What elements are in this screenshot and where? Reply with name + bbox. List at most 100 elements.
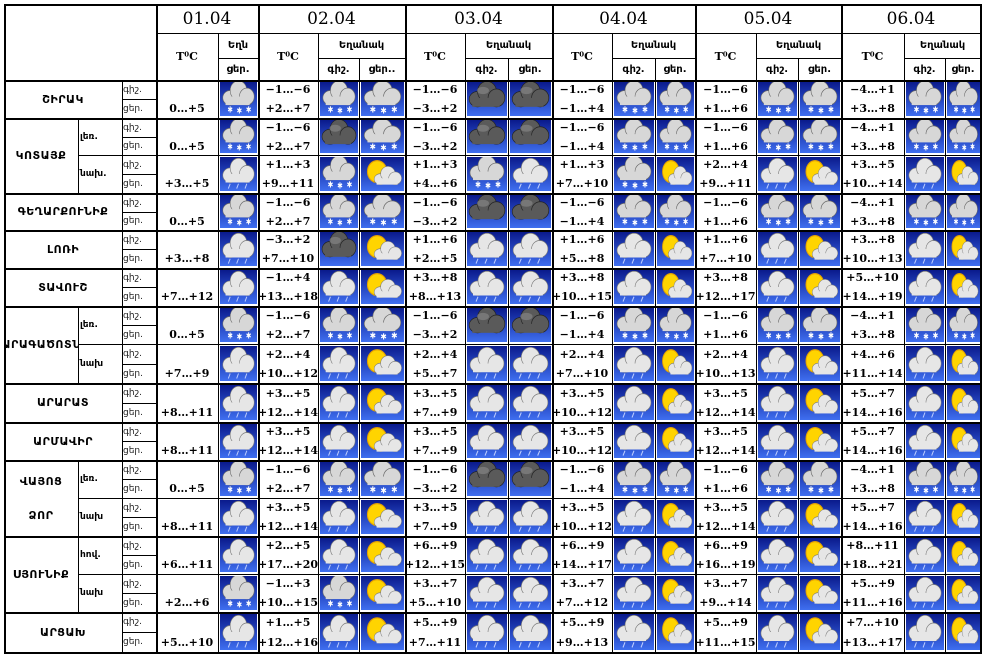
temp-day: +10…+13	[842, 252, 903, 265]
grid-line	[904, 58, 982, 59]
temp-day: +3…+8	[850, 328, 895, 341]
temp-day: +7…+9	[412, 520, 458, 533]
grid-line	[4, 193, 982, 195]
svg-text:✱: ✱	[954, 484, 959, 495]
dark-cloud-icon	[467, 195, 507, 228]
temp-day: +8…+11	[160, 520, 214, 533]
day-header: ցեր.	[518, 63, 542, 75]
svg-text:✱: ✱	[347, 599, 353, 609]
temp-night: +5…+9	[703, 615, 748, 629]
night-header: գիշ.	[913, 63, 936, 75]
grid-line	[78, 460, 79, 537]
svg-text:✱: ✱	[328, 105, 334, 115]
grid-line	[405, 4, 407, 653]
temp-night: +1…+6	[412, 233, 458, 246]
temp-day: +1…+6	[703, 482, 748, 495]
svg-text:✱: ✱	[328, 180, 334, 190]
cloud-rain-icon	[758, 157, 797, 191]
temp-day: 0…+5	[169, 214, 205, 228]
temp-night: +3…+5	[703, 501, 748, 514]
cloud-rain-icon	[758, 576, 797, 610]
svg-text:✱: ✱	[674, 143, 679, 153]
svg-text:✱: ✱	[227, 104, 233, 114]
temp-day: +12…+14	[258, 406, 318, 419]
temp-night: +5…+10	[846, 271, 899, 284]
date-header: 01.04	[182, 8, 232, 29]
svg-text:✱: ✱	[328, 331, 334, 341]
night-label: գիշ.	[123, 122, 142, 133]
grid-line	[258, 4, 260, 653]
region-name: ԳԵՂԱՐՔՈՒՆԻՔ	[17, 205, 109, 218]
grid-line	[756, 58, 842, 59]
svg-text:✱: ✱	[954, 330, 959, 341]
region-name: ԱՐԱԳԱԾՈՏՆ	[4, 338, 78, 351]
grid-line	[78, 306, 79, 384]
cloud-rain-icon	[906, 157, 944, 191]
svg-text:✱: ✱	[933, 217, 939, 227]
sun-cloud-icon	[361, 614, 404, 650]
night-label: գիշ.	[123, 426, 142, 437]
cloud-rain-icon	[614, 270, 654, 304]
night-header: գիշ.	[622, 63, 645, 75]
cloud-snow-icon: ✱ ✱ ✱	[361, 82, 404, 116]
temp-night: −1…−6	[703, 309, 748, 322]
svg-text:✱: ✱	[962, 143, 967, 153]
svg-text:✱: ✱	[642, 180, 648, 190]
svg-text:✱: ✱	[246, 142, 251, 152]
grid-line	[318, 58, 406, 59]
cloud-snow-icon: ✱ ✱ ✱	[320, 308, 358, 342]
temp-day: +14…+16	[842, 520, 903, 533]
cloud-rain-icon	[220, 232, 257, 266]
temp-night: +3…+8	[412, 271, 458, 284]
cloud-rain-icon	[320, 538, 358, 572]
grid-line	[4, 230, 982, 232]
temp-day: 0…+5	[169, 482, 205, 495]
temp-day: +3…+8	[850, 139, 895, 153]
region-name: ՏԱՎՈՒՇ	[38, 280, 88, 294]
grid-line	[78, 344, 982, 345]
sun-cloud-icon	[947, 500, 980, 534]
svg-text:✱: ✱	[962, 485, 967, 496]
temp-header: T⁰C	[424, 50, 446, 63]
svg-text:✱: ✱	[828, 142, 834, 152]
temp-day: +5…+10	[160, 635, 214, 649]
temp-header: T⁰C	[277, 50, 299, 63]
temp-day: +3…+8	[164, 252, 210, 265]
day-label: ցեր.	[123, 637, 143, 647]
grid-line	[122, 403, 157, 404]
night-header: գիշ.	[765, 63, 789, 75]
temp-day: −1…+4	[559, 102, 605, 115]
temp-night: +2…+4	[703, 158, 748, 171]
svg-text:✱: ✱	[674, 332, 680, 342]
temp-night: +7…+10	[846, 615, 899, 629]
grid-line	[122, 593, 157, 594]
temp-day: +7…+10	[555, 177, 609, 190]
subregion-label: նախ	[80, 358, 104, 369]
temp-day: −3…+2	[412, 102, 458, 115]
cloud-rain-icon	[758, 346, 797, 381]
svg-text:✱: ✱	[495, 180, 501, 190]
temp-night: +3…+8	[850, 233, 895, 246]
temp-day: +1…+6	[703, 328, 748, 341]
day-header: ցեր..	[368, 63, 396, 75]
grid-line	[612, 33, 613, 653]
sun-cloud-icon	[657, 614, 694, 650]
cloud-snow-icon: ✱ ✱ ✱	[947, 308, 980, 342]
sun-cloud-icon	[947, 538, 980, 572]
temp-day: +11…+15	[695, 635, 756, 649]
temp-night: −1…−6	[265, 196, 311, 209]
cloud-snow-icon: ✱ ✱ ✱	[657, 462, 694, 496]
svg-text:✱: ✱	[818, 332, 824, 342]
day-header: ցեր.	[226, 63, 250, 75]
grid-line	[122, 517, 157, 518]
svg-text:✱: ✱	[923, 218, 929, 228]
svg-text:✱: ✱	[933, 105, 939, 115]
cloud-rain-icon	[758, 614, 797, 650]
cloud-rain-icon	[220, 500, 257, 534]
temp-day: +3…+8	[850, 102, 895, 115]
cloud-snow-icon: ✱ ✱ ✱	[220, 120, 257, 153]
temp-night: +4…+6	[850, 347, 895, 361]
weather-header: Եղանակ	[775, 40, 822, 51]
cloud-rain-icon	[220, 346, 257, 381]
temp-day: +14…+17	[552, 558, 612, 571]
